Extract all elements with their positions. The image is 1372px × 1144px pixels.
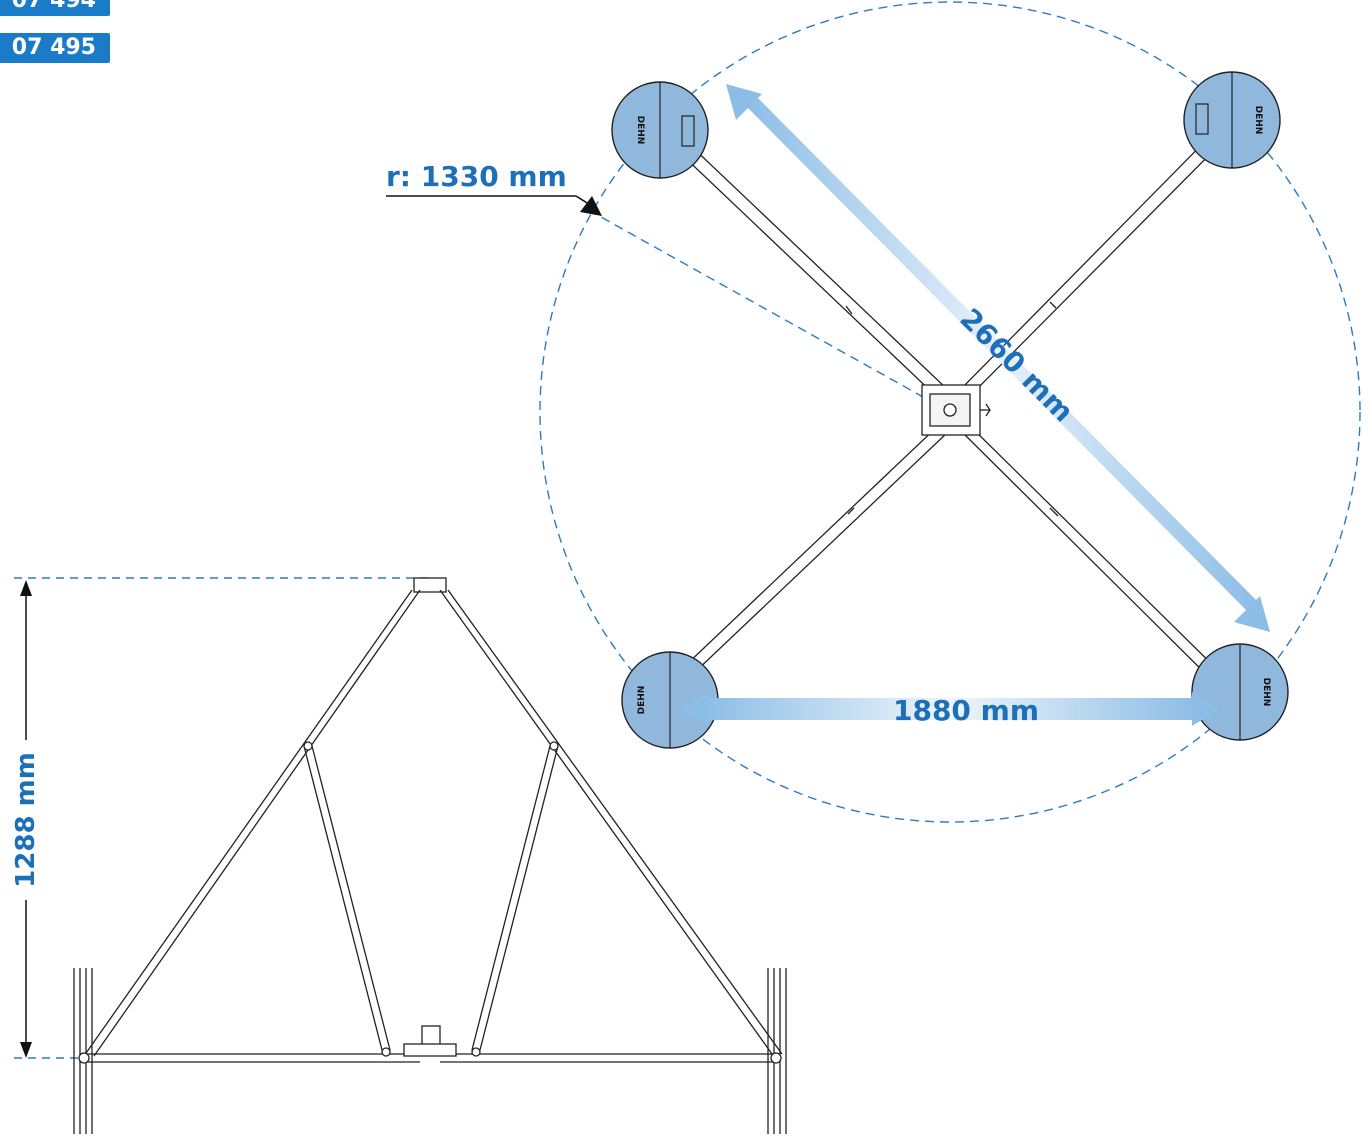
foot-bottom-left: DEHN [621, 651, 719, 749]
side-view: 1288 mm [11, 577, 787, 1134]
foot-bottom-right: DEHN [1191, 643, 1289, 741]
diagonal-dimension-arrow [726, 84, 1270, 632]
article-number-badge-2: 07 495 [0, 33, 110, 63]
foot-top-right: DEHN [1183, 71, 1281, 169]
radius-circle [539, 1, 1361, 823]
radius-leader [386, 195, 602, 216]
width-dimension-label: 1880 mm [893, 694, 1039, 727]
brand-logo: DEHN [635, 116, 645, 145]
top-view: DEHN DEHN DEHN DEHN 2660 mm [386, 1, 1361, 823]
radius-label: r: 1330 mm [386, 160, 567, 193]
brand-logo: DEHN [1261, 678, 1271, 707]
brand-logo: DEHN [1253, 106, 1263, 135]
article-number-badge-1: 07 494 [0, 0, 110, 16]
foot-top-left: DEHN [611, 81, 709, 179]
brand-logo: DEHN [637, 686, 647, 715]
center-hub [921, 384, 991, 436]
height-dimension-label: 1288 mm [11, 752, 41, 888]
width-dimension-arrow [680, 692, 1220, 726]
radius-line [591, 211, 951, 413]
